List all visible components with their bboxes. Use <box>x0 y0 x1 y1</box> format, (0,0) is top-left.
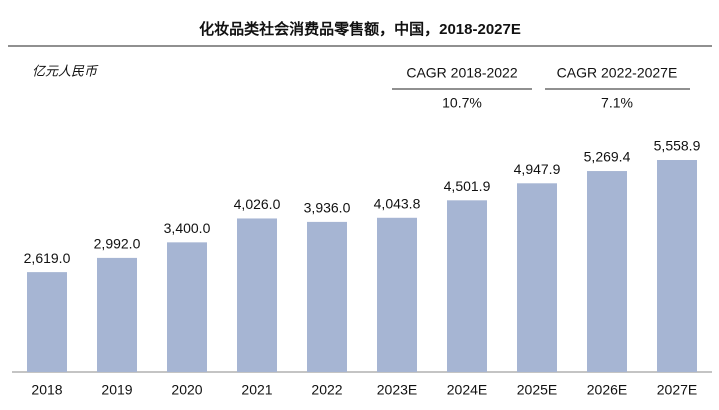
value-label: 5,558.9 <box>654 138 701 154</box>
bar <box>237 218 277 372</box>
bar <box>377 217 417 372</box>
x-tick-label: 2022 <box>311 382 342 398</box>
annotation-label: CAGR 2022-2027E <box>557 65 678 81</box>
annotation-label: CAGR 2018-2022 <box>406 65 518 81</box>
bar <box>27 272 67 372</box>
bar <box>307 221 347 372</box>
unit-label: 亿元人民币 <box>32 63 99 78</box>
value-label: 2,992.0 <box>94 236 141 252</box>
value-label: 4,026.0 <box>234 196 281 212</box>
x-tick-label: 2026E <box>587 382 627 398</box>
bar <box>447 200 487 372</box>
annotation-value: 10.7% <box>442 95 482 111</box>
x-tick-label: 2023E <box>377 382 417 398</box>
x-tick-label: 2018 <box>31 382 62 398</box>
bar <box>167 242 207 372</box>
value-label: 3,400.0 <box>164 220 211 236</box>
value-label: 5,269.4 <box>584 149 631 165</box>
bar <box>97 257 137 372</box>
value-label: 4,501.9 <box>444 178 491 194</box>
value-label: 4,947.9 <box>514 161 561 177</box>
bar <box>657 160 697 372</box>
value-label: 4,043.8 <box>374 195 421 211</box>
x-tick-label: 2021 <box>241 382 272 398</box>
annotation-value: 7.1% <box>601 95 633 111</box>
value-label: 2,619.0 <box>24 250 71 266</box>
bar <box>517 183 557 372</box>
chart-title: 化妆品类社会消费品零售额，中国，2018-2027E <box>199 20 521 38</box>
x-tick-label: 2019 <box>101 382 132 398</box>
x-tick-label: 2020 <box>171 382 202 398</box>
bar <box>587 171 627 372</box>
x-tick-label: 2027E <box>657 382 697 398</box>
x-tick-label: 2025E <box>517 382 557 398</box>
value-label: 3,936.0 <box>304 200 351 216</box>
x-tick-label: 2024E <box>447 382 487 398</box>
